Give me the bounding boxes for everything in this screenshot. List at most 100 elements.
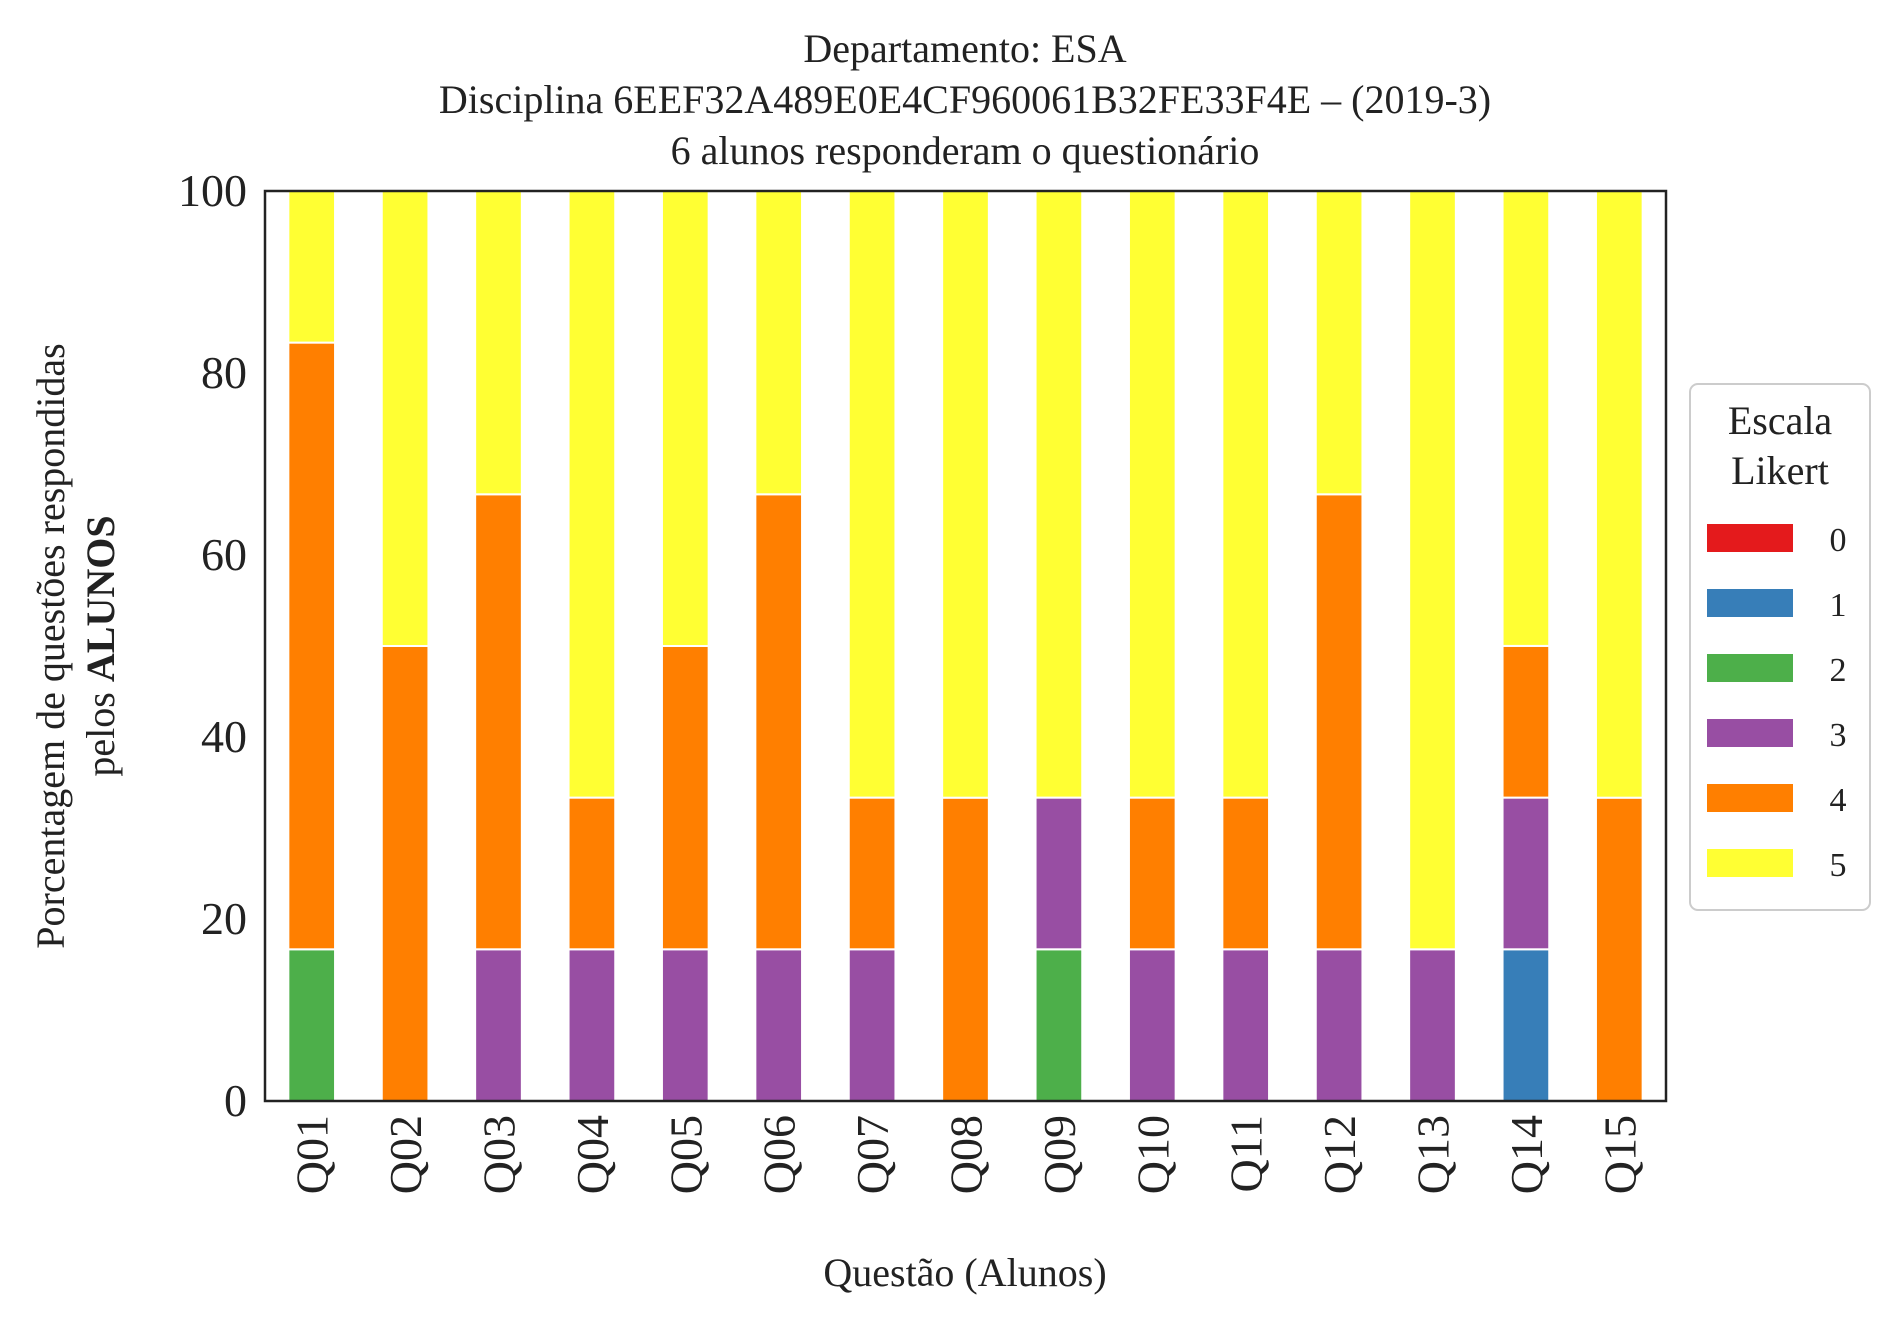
bar-Q14-level-5 (1501, 189, 1551, 647)
bar-Q07-level-3 (847, 948, 897, 1102)
y-axis-ticks: 0 20 40 60 80 100 (178, 165, 247, 1126)
x-tick-label: Q01 (287, 1115, 338, 1194)
bar-Q11-level-5 (1221, 189, 1271, 799)
legend-label-5: 5 (1830, 847, 1847, 884)
x-tick-label: Q09 (1034, 1115, 1085, 1194)
legend-items: 0 1 2 3 4 5 (1707, 522, 1847, 884)
legend-label-2: 2 (1830, 652, 1847, 689)
x-tick-label: Q08 (941, 1115, 992, 1194)
x-tick-label: Q04 (567, 1115, 618, 1194)
x-tick-Q14: Q14 (1501, 1115, 1552, 1194)
legend-title-line-2: Likert (1731, 448, 1829, 493)
bar-Q01-level-2 (287, 948, 337, 1102)
x-tick-label: Q12 (1314, 1115, 1365, 1194)
legend-title-line-1: Escala (1728, 398, 1833, 443)
plot-frame (263, 189, 1668, 1103)
legend-swatch-3 (1707, 719, 1793, 747)
x-tick-label: Q05 (660, 1115, 711, 1194)
x-tick-label: Q14 (1501, 1115, 1552, 1194)
bar-Q02-level-5 (380, 190, 430, 647)
x-tick-label: Q07 (847, 1115, 898, 1194)
legend: Escala Likert 0 1 2 3 4 5 (1689, 383, 1871, 911)
bar-Q01-level-4 (287, 341, 337, 951)
legend-swatch-4 (1707, 784, 1793, 812)
bar-Q11-level-4 (1221, 796, 1271, 951)
y-tick-label: 100 (178, 165, 247, 216)
chart-title-line-2: Disciplina 6EEF32A489E0E4CF960061B32FE33… (439, 77, 1491, 122)
bar-Q03-level-3 (474, 948, 523, 1102)
y-axis-label-bold: ALUNOS (78, 515, 123, 682)
x-tick-Q12: Q12 (1314, 1115, 1365, 1194)
bar-Q09-level-3 (1034, 796, 1084, 951)
x-tick-Q07: Q07 (847, 1115, 898, 1194)
x-tick-Q06: Q06 (754, 1115, 805, 1194)
x-tick-label: Q11 (1221, 1115, 1272, 1193)
bar-Q12-level-4 (1314, 493, 1364, 951)
x-tick-Q10: Q10 (1127, 1115, 1178, 1194)
bar-Q04-level-4 (567, 796, 617, 951)
bar-Q07-level-5 (847, 189, 897, 799)
bar-Q09-level-5 (1034, 189, 1084, 799)
bar-Q07-level-4 (847, 796, 897, 951)
bar-Q03-level-5 (474, 190, 523, 496)
bar-Q04-level-5 (567, 189, 617, 799)
bar-Q12-level-3 (1314, 948, 1364, 1102)
x-tick-label: Q06 (754, 1115, 805, 1194)
y-tick-label: 0 (224, 1075, 247, 1126)
y-tick-label: 40 (201, 711, 247, 762)
x-tick-label: Q03 (474, 1115, 525, 1194)
x-axis-ticks: Q01 Q02 Q03 Q04 Q05 Q06 Q07 Q08 Q09 Q10 Q11 Q12 Q13 Q… (287, 1115, 1646, 1194)
bar-Q14-level-4 (1501, 644, 1551, 799)
x-tick-label: Q13 (1408, 1115, 1459, 1194)
y-axis-label-prefix: pelos (78, 682, 123, 776)
bar-Q05-level-5 (660, 190, 710, 647)
bar-Q13-level-5 (1408, 190, 1457, 951)
legend-label-1: 1 (1830, 587, 1847, 624)
x-tick-Q08: Q08 (941, 1115, 992, 1194)
x-tick-Q01: Q01 (287, 1115, 338, 1194)
bars-group (287, 189, 1644, 1103)
legend-swatch-2 (1707, 654, 1793, 682)
bar-Q10-level-4 (1127, 796, 1177, 951)
legend-swatch-0 (1707, 524, 1793, 552)
bar-Q08-level-4 (941, 796, 990, 1103)
bar-Q15-level-4 (1594, 796, 1644, 1103)
x-tick-Q15: Q15 (1594, 1115, 1645, 1194)
legend-label-4: 4 (1830, 782, 1847, 819)
legend-frame (1689, 383, 1871, 911)
x-tick-Q09: Q09 (1034, 1115, 1085, 1194)
bar-Q05-level-4 (660, 645, 710, 951)
bar-Q06-level-3 (754, 948, 804, 1102)
bar-Q10-level-3 (1127, 948, 1177, 1102)
y-tick-label: 60 (201, 529, 247, 580)
bar-Q12-level-5 (1314, 190, 1364, 496)
legend-label-0: 0 (1830, 522, 1847, 559)
x-axis-label: Questão (Alunos) (823, 1250, 1106, 1295)
bar-Q01-level-5 (287, 189, 337, 344)
chart-title-line-1: Departamento: ESA (803, 26, 1126, 71)
x-tick-Q05: Q05 (660, 1115, 711, 1194)
x-tick-Q11: Q11 (1221, 1115, 1272, 1193)
bar-Q14-level-3 (1501, 796, 1551, 951)
x-tick-label: Q10 (1127, 1115, 1178, 1194)
bar-Q05-level-3 (660, 948, 710, 1102)
x-tick-Q04: Q04 (567, 1115, 618, 1194)
bar-Q09-level-2 (1034, 948, 1084, 1102)
bar-Q08-level-5 (941, 190, 990, 799)
bar-Q10-level-5 (1127, 189, 1177, 799)
bar-Q11-level-3 (1221, 948, 1271, 1102)
x-tick-label: Q02 (380, 1115, 431, 1194)
bar-Q06-level-4 (754, 493, 804, 951)
y-tick-label: 80 (201, 347, 247, 398)
bar-Q03-level-4 (474, 493, 523, 951)
y-tick-label: 20 (201, 893, 247, 944)
x-tick-Q03: Q03 (474, 1115, 525, 1194)
legend-label-3: 3 (1830, 717, 1847, 754)
y-axis-label: Porcentagem de questões respondidas pelo… (28, 343, 123, 948)
bar-Q04-level-3 (567, 948, 617, 1102)
bar-Q06-level-5 (754, 190, 804, 496)
chart-title-line-3: 6 alunos responderam o questionário (671, 128, 1260, 173)
bar-Q14-level-1 (1501, 948, 1551, 1102)
x-tick-Q02: Q02 (380, 1115, 431, 1194)
